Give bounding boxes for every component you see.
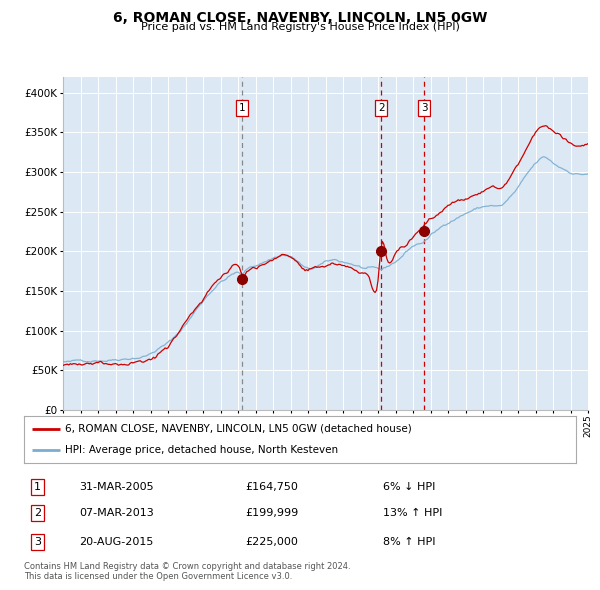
Text: 6, ROMAN CLOSE, NAVENBY, LINCOLN, LN5 0GW: 6, ROMAN CLOSE, NAVENBY, LINCOLN, LN5 0G… (113, 11, 487, 25)
Text: £164,750: £164,750 (245, 482, 298, 491)
Text: 3: 3 (421, 103, 427, 113)
Text: 8% ↑ HPI: 8% ↑ HPI (383, 537, 436, 546)
Text: £225,000: £225,000 (245, 537, 298, 546)
Text: 07-MAR-2013: 07-MAR-2013 (79, 509, 154, 518)
Text: 20-AUG-2015: 20-AUG-2015 (79, 537, 154, 546)
Text: 2: 2 (378, 103, 385, 113)
Text: 31-MAR-2005: 31-MAR-2005 (79, 482, 154, 491)
Text: 13% ↑ HPI: 13% ↑ HPI (383, 509, 442, 518)
Text: 6% ↓ HPI: 6% ↓ HPI (383, 482, 435, 491)
Text: £199,999: £199,999 (245, 509, 298, 518)
Text: 3: 3 (34, 537, 41, 546)
Text: Price paid vs. HM Land Registry's House Price Index (HPI): Price paid vs. HM Land Registry's House … (140, 22, 460, 32)
Text: HPI: Average price, detached house, North Kesteven: HPI: Average price, detached house, Nort… (65, 445, 338, 455)
Text: 1: 1 (239, 103, 245, 113)
Text: This data is licensed under the Open Government Licence v3.0.: This data is licensed under the Open Gov… (24, 572, 292, 581)
Text: 6, ROMAN CLOSE, NAVENBY, LINCOLN, LN5 0GW (detached house): 6, ROMAN CLOSE, NAVENBY, LINCOLN, LN5 0G… (65, 424, 412, 434)
Text: 1: 1 (34, 482, 41, 491)
Text: Contains HM Land Registry data © Crown copyright and database right 2024.: Contains HM Land Registry data © Crown c… (24, 562, 350, 571)
Text: 2: 2 (34, 509, 41, 518)
